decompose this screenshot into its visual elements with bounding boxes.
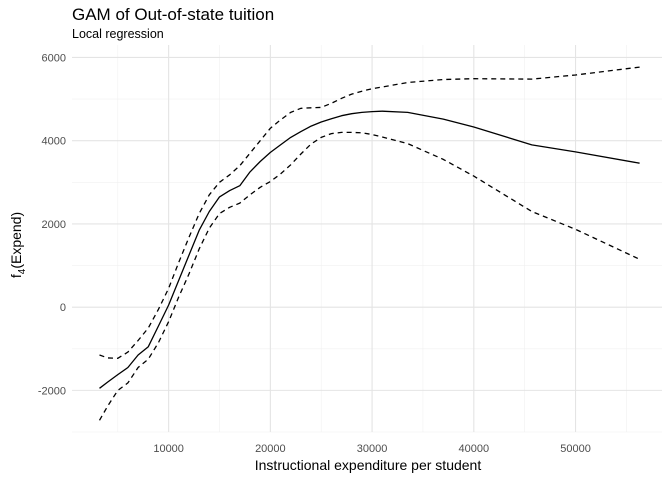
y-axis-title: f4(Expend) <box>8 212 28 278</box>
x-tick-label: 30000 <box>357 443 388 455</box>
x-tick-label: 20000 <box>255 443 286 455</box>
x-axis-title: Instructional expenditure per student <box>255 457 482 473</box>
lower-band-line <box>98 131 640 421</box>
y-tick-label: 6000 <box>42 52 66 64</box>
chart-subtitle: Local regression <box>72 27 164 41</box>
y-tick-label: 0 <box>60 302 66 314</box>
y-tick-label: 4000 <box>42 136 66 148</box>
series-lines <box>98 66 640 421</box>
y-tick-labels: -2000 0 2000 4000 6000 <box>38 52 66 397</box>
x-tick-label: 10000 <box>153 443 184 455</box>
chart-title: GAM of Out-of-state tuition <box>72 5 275 24</box>
upper-band-line <box>99 66 640 359</box>
fit-line <box>99 110 640 389</box>
x-tick-labels: 10000 20000 30000 40000 50000 <box>153 443 590 455</box>
x-tick-label: 40000 <box>459 443 490 455</box>
y-axis-subscript: 4 <box>17 268 28 274</box>
y-tick-label: 2000 <box>42 219 66 231</box>
x-tick-label: 50000 <box>560 443 591 455</box>
major-gridlines <box>72 45 662 432</box>
y-tick-label: -2000 <box>38 385 66 397</box>
minor-gridlines <box>72 45 662 433</box>
